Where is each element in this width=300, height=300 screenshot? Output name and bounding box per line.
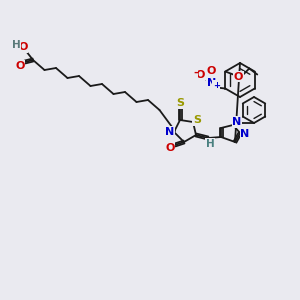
Text: H: H — [12, 40, 20, 50]
Text: H: H — [206, 139, 214, 149]
Text: O: O — [234, 71, 243, 82]
Text: N: N — [240, 129, 250, 139]
Text: N: N — [165, 127, 175, 137]
Text: N: N — [207, 77, 216, 88]
Text: O: O — [15, 61, 25, 71]
Text: O: O — [207, 67, 216, 76]
Text: O: O — [165, 143, 175, 153]
Text: S: S — [193, 115, 201, 125]
Text: +: + — [213, 81, 220, 90]
Text: O: O — [196, 70, 205, 80]
Text: -: - — [193, 68, 198, 77]
Text: N: N — [232, 117, 242, 127]
Text: O: O — [18, 42, 28, 52]
Text: S: S — [176, 98, 184, 108]
